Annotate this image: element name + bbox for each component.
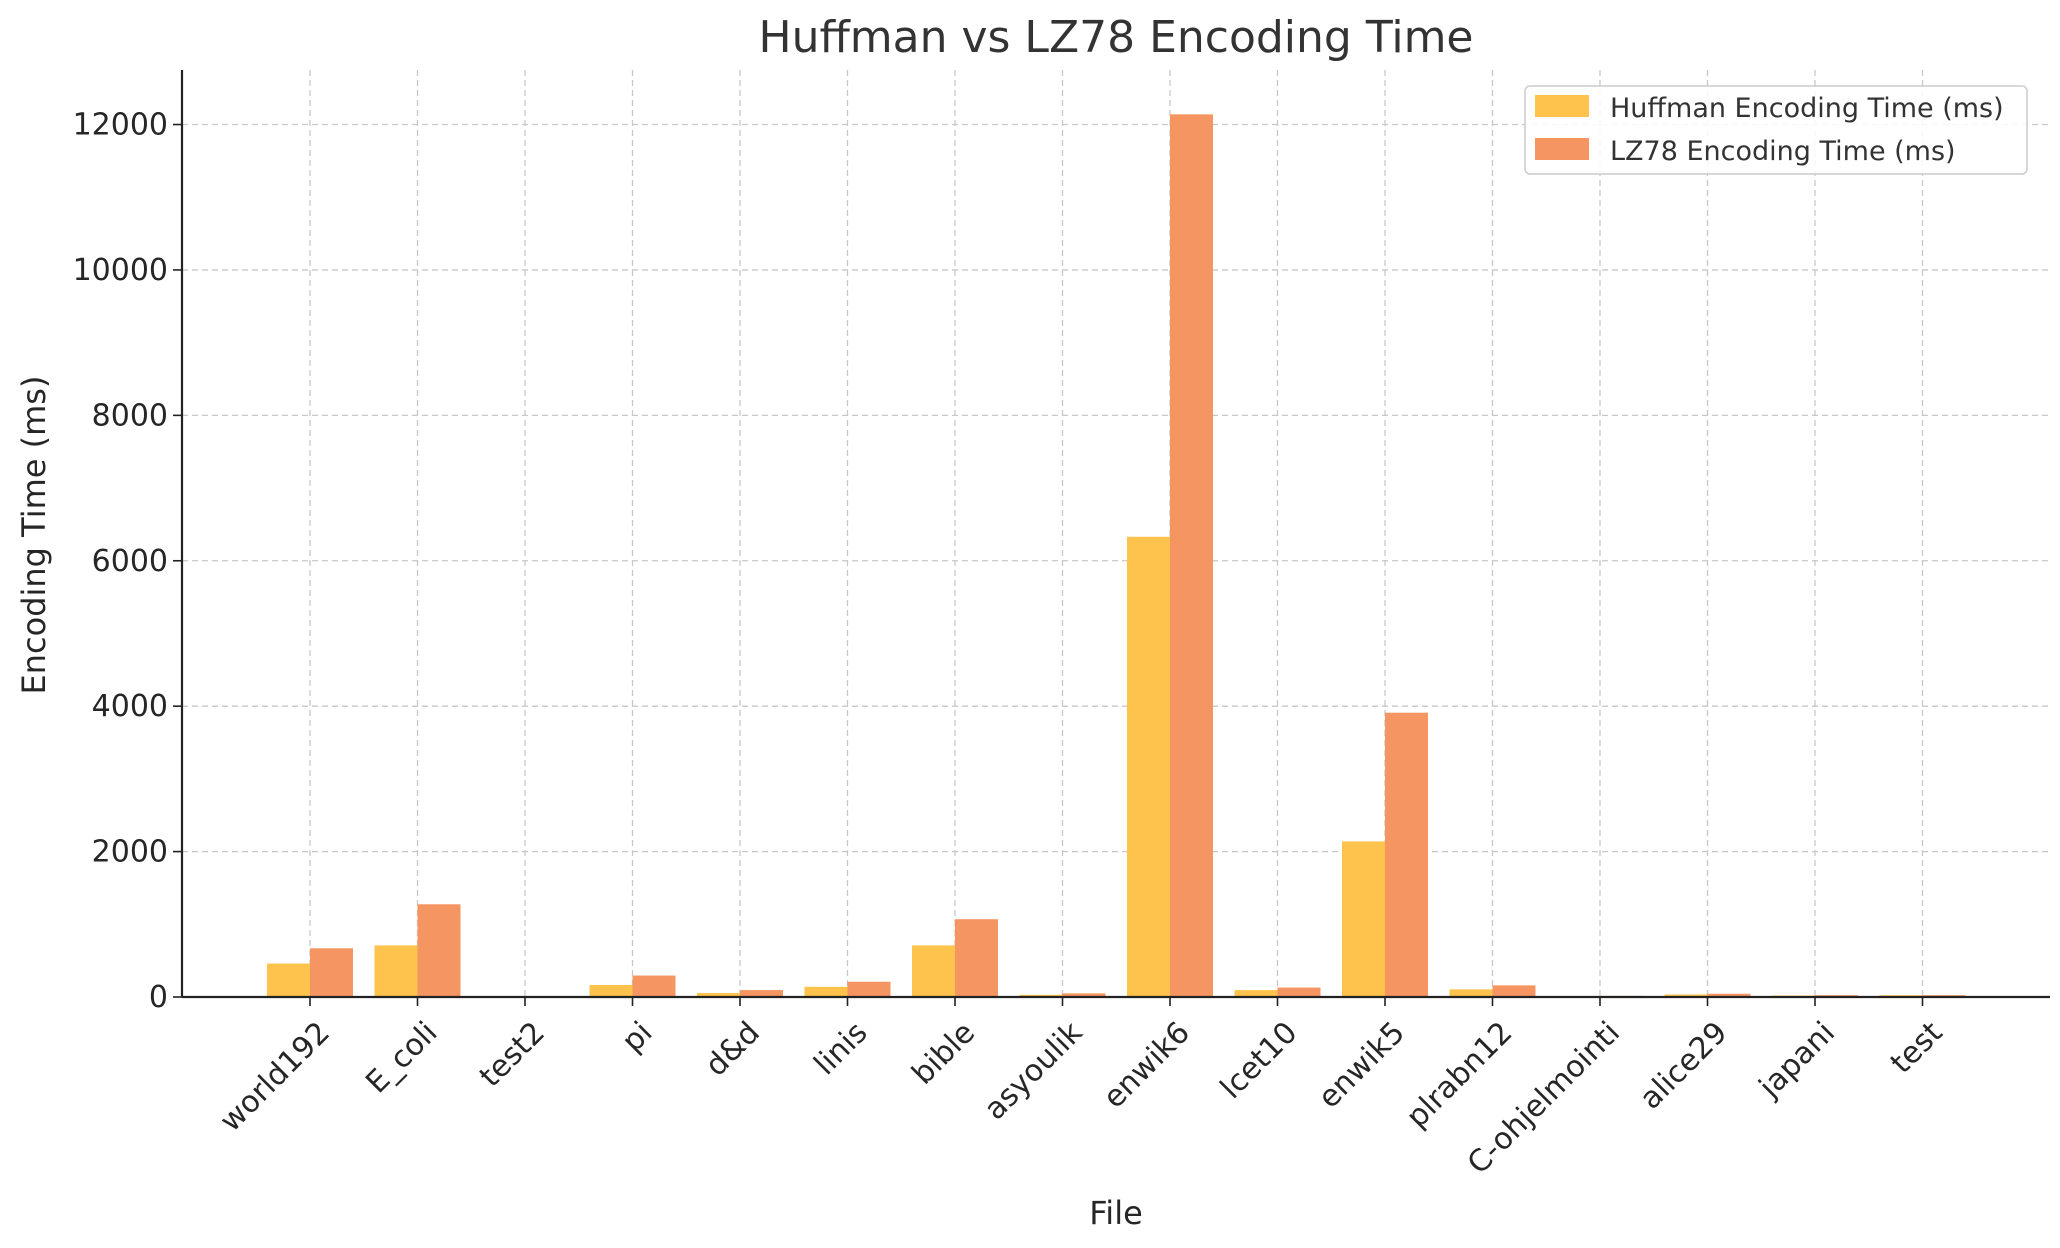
x-tick-label: linis xyxy=(807,1015,874,1082)
y-tick-label: 6000 xyxy=(92,544,168,579)
legend-swatch-huffman xyxy=(1535,95,1589,117)
bar-huffman-pi xyxy=(589,985,633,997)
y-tick-label: 2000 xyxy=(92,835,168,870)
y-tick-label: 4000 xyxy=(92,689,168,724)
bar-huffman-enwik5 xyxy=(1342,841,1385,997)
y-tick-label: 8000 xyxy=(92,398,168,433)
bar-huffman-bible xyxy=(912,945,955,997)
y-tick-label: 12000 xyxy=(73,108,168,143)
grid xyxy=(182,70,2050,997)
bar-huffman-E_coli xyxy=(374,945,418,997)
bar-huffman-d&d xyxy=(697,993,740,997)
x-tick-label: world192 xyxy=(213,1015,337,1139)
legend-swatch-lz78 xyxy=(1535,138,1589,160)
bar-lz78-alice29 xyxy=(1707,993,1751,997)
bar-lz78-linis xyxy=(847,981,891,997)
x-tick-label: test xyxy=(1884,1015,1950,1081)
legend-frame xyxy=(1524,85,2028,175)
x-tick-label: asyoulik xyxy=(978,1015,1090,1127)
bars xyxy=(267,114,1966,997)
axes xyxy=(180,70,2050,999)
x-tick-label: test2 xyxy=(473,1015,552,1094)
y-axis-ticks: 0 2000 4000 6000 8000 10000 12000 xyxy=(73,108,182,1015)
y-tick-label: 0 xyxy=(149,980,168,1015)
y-tick-label: 10000 xyxy=(73,253,168,288)
y-axis-title: Encoding Time (ms) xyxy=(15,376,53,695)
x-tick-label: E_coli xyxy=(359,1015,444,1100)
bar-lz78-lcet10 xyxy=(1277,987,1321,997)
bar-huffman-plrabn12 xyxy=(1449,989,1493,997)
bar-lz78-d&d xyxy=(740,990,783,997)
x-tick-label: bible xyxy=(905,1015,982,1092)
bar-huffman-enwik6 xyxy=(1127,536,1170,997)
x-axis-title: File xyxy=(1089,1194,1143,1232)
legend-label-lz78: LZ78 Encoding Time (ms) xyxy=(1610,136,1956,167)
bar-lz78-bible xyxy=(955,919,998,997)
bar-huffman-world192 xyxy=(267,963,310,997)
bar-lz78-plrabn12 xyxy=(1492,985,1536,997)
x-tick-label: alice29 xyxy=(1633,1015,1734,1116)
x-tick-label: japani xyxy=(1752,1015,1842,1105)
legend-label-huffman: Huffman Encoding Time (ms) xyxy=(1610,93,2004,124)
legend: Huffman Encoding Time (ms) LZ78 Encoding… xyxy=(1524,85,2028,175)
bar-huffman-alice29 xyxy=(1664,994,1708,997)
bar-lz78-world192 xyxy=(310,948,353,997)
bar-huffman-linis xyxy=(804,986,848,997)
bar-lz78-enwik6 xyxy=(1170,114,1213,997)
x-tick-label: d&d xyxy=(699,1015,767,1083)
chart-title: Huffman vs LZ78 Encoding Time xyxy=(759,12,1474,63)
bar-lz78-E_coli xyxy=(417,904,461,997)
bar-huffman-lcet10 xyxy=(1234,990,1278,997)
bar-lz78-enwik5 xyxy=(1385,712,1428,997)
bar-lz78-asyoulik xyxy=(1062,993,1106,997)
x-axis-ticks: world192 E_coli test2 pi d&d linis bibleasyoul… xyxy=(213,997,1950,1181)
x-tick-label: lcet10 xyxy=(1214,1015,1305,1106)
bar-lz78-pi xyxy=(632,975,676,997)
x-tick-label: enwik6 xyxy=(1097,1015,1197,1115)
x-tick-label: enwik5 xyxy=(1312,1015,1412,1115)
x-tick-label: pi xyxy=(615,1015,659,1059)
